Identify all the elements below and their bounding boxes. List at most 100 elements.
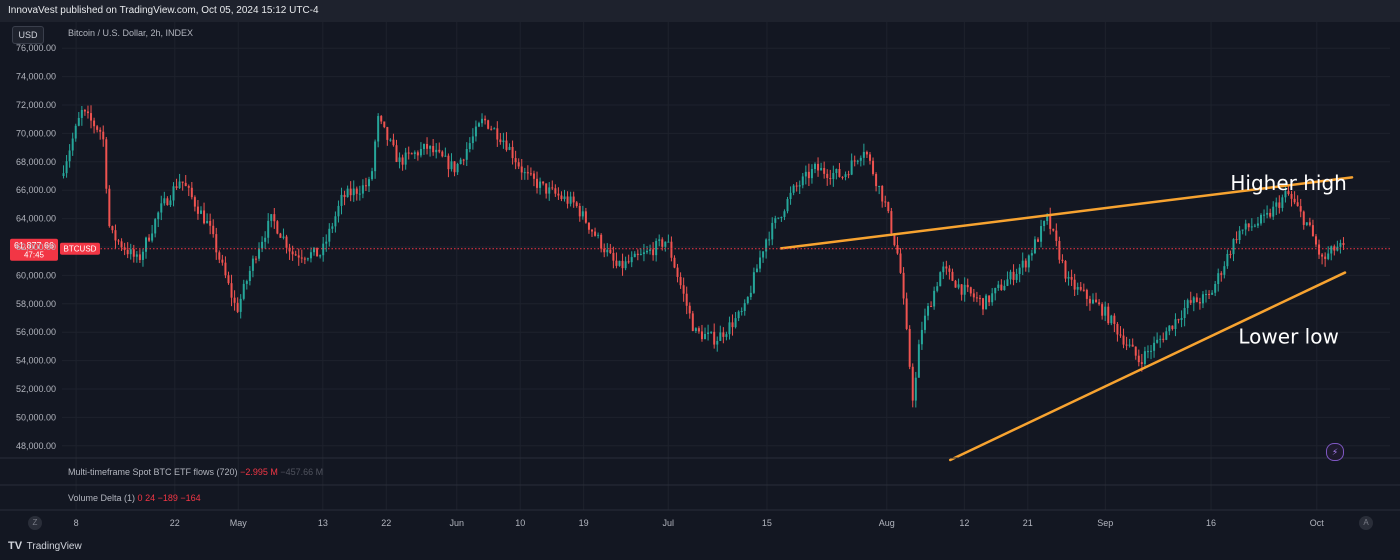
candle-body — [1165, 331, 1168, 340]
candle-body — [1174, 319, 1177, 330]
candle-body — [700, 331, 703, 340]
candle-body — [1156, 339, 1159, 343]
candle-body — [652, 249, 655, 256]
candle-body — [1263, 214, 1266, 216]
candle-body — [600, 234, 603, 249]
candle-body — [422, 143, 425, 150]
candle-body — [1067, 276, 1070, 279]
candle-body — [251, 258, 254, 271]
candle-body — [713, 331, 716, 345]
y-tick-label: 76,000.00 — [16, 43, 56, 53]
candle-body — [612, 252, 615, 261]
candle-body — [340, 194, 343, 206]
candle-body — [331, 226, 334, 229]
candle-body — [1116, 323, 1119, 335]
y-tick-label: 72,000.00 — [16, 100, 56, 110]
etf-flows-indicator[interactable]: Multi-timeframe Spot BTC ETF flows (720)… — [68, 467, 323, 477]
candle-body — [86, 111, 89, 114]
candle-body — [939, 272, 942, 287]
annotations: Higher high Lower low — [1230, 171, 1346, 348]
candle-body — [917, 344, 920, 378]
candle-body — [380, 116, 383, 122]
candle-body — [896, 245, 899, 254]
candle-body — [560, 195, 563, 200]
candle-body — [108, 188, 111, 227]
candle-body — [569, 196, 572, 204]
candle-body — [459, 159, 462, 164]
candle-body — [306, 258, 309, 260]
price-tag-value: 61,877.66 — [14, 241, 54, 251]
candle-body — [1110, 315, 1113, 324]
candle-body — [438, 149, 441, 152]
candle-body — [548, 187, 551, 194]
candle-body — [160, 203, 163, 213]
candle-body — [594, 231, 597, 236]
candle-body — [951, 271, 954, 281]
candle-body — [481, 118, 484, 124]
y-tick-label: 70,000.00 — [16, 128, 56, 138]
y-tick-label: 64,000.00 — [16, 214, 56, 224]
candle-body — [258, 248, 261, 259]
candle-body — [96, 126, 99, 130]
candle-body — [145, 237, 148, 252]
candle-body — [673, 257, 676, 268]
y-tick-label: 60,000.00 — [16, 270, 56, 280]
publish-info: InnovaVest published on TradingView.com,… — [8, 5, 319, 16]
candle-body — [148, 237, 151, 241]
candle-body — [664, 241, 667, 247]
candle-body — [1134, 346, 1137, 356]
candle-body — [890, 211, 893, 234]
candle-body — [316, 247, 319, 257]
candle-body — [884, 201, 887, 203]
candle-body — [1223, 266, 1226, 275]
candle-body — [65, 161, 68, 174]
zoom-reset-button[interactable]: Z — [28, 516, 42, 530]
candle-body — [410, 153, 413, 155]
candle-body — [615, 260, 618, 266]
candle-body — [865, 151, 868, 155]
candle-body — [508, 146, 511, 150]
candle-body — [1021, 260, 1024, 268]
lightning-icon[interactable]: ⚡ — [1326, 443, 1344, 461]
candle-body — [490, 128, 493, 130]
candle-body — [303, 258, 306, 260]
candle-body — [539, 181, 542, 188]
candle-body — [1311, 225, 1314, 237]
candle-body — [1201, 294, 1204, 304]
volume-delta-indicator[interactable]: Volume Delta (1) 0 24 −189 −164 — [68, 493, 201, 503]
candle-body — [1198, 302, 1201, 304]
candle-body — [325, 241, 328, 244]
candle-body — [572, 196, 575, 203]
candle-body — [505, 140, 508, 150]
candle-body — [1324, 256, 1327, 259]
candle-body — [771, 222, 774, 240]
x-tick-label: 21 — [1023, 518, 1033, 528]
symbol-tag-box — [60, 242, 100, 255]
candle-body — [639, 254, 642, 256]
candle-body — [404, 152, 407, 165]
currency-button[interactable]: USD — [12, 26, 44, 44]
candle-body — [942, 266, 945, 273]
candle-body — [62, 173, 65, 176]
candle-body — [279, 233, 282, 238]
candle-body — [1339, 242, 1342, 247]
candle-body — [102, 131, 105, 140]
candle-body — [820, 168, 823, 171]
candle-body — [887, 202, 890, 212]
candle-body — [954, 280, 957, 288]
candle-body — [722, 332, 725, 337]
candle-body — [649, 249, 652, 251]
candle-body — [765, 239, 768, 252]
y-tick-label: 74,000.00 — [16, 72, 56, 82]
candle-body — [927, 306, 930, 316]
candle-body — [398, 157, 401, 162]
candle-body — [645, 250, 648, 253]
candle-body — [1043, 220, 1046, 227]
candle-body — [114, 230, 117, 241]
auto-scale-button[interactable]: A — [1359, 516, 1373, 530]
chart-background — [0, 22, 1400, 540]
candle-body — [447, 155, 450, 170]
candle-body — [1049, 214, 1052, 229]
candle-body — [215, 234, 218, 253]
